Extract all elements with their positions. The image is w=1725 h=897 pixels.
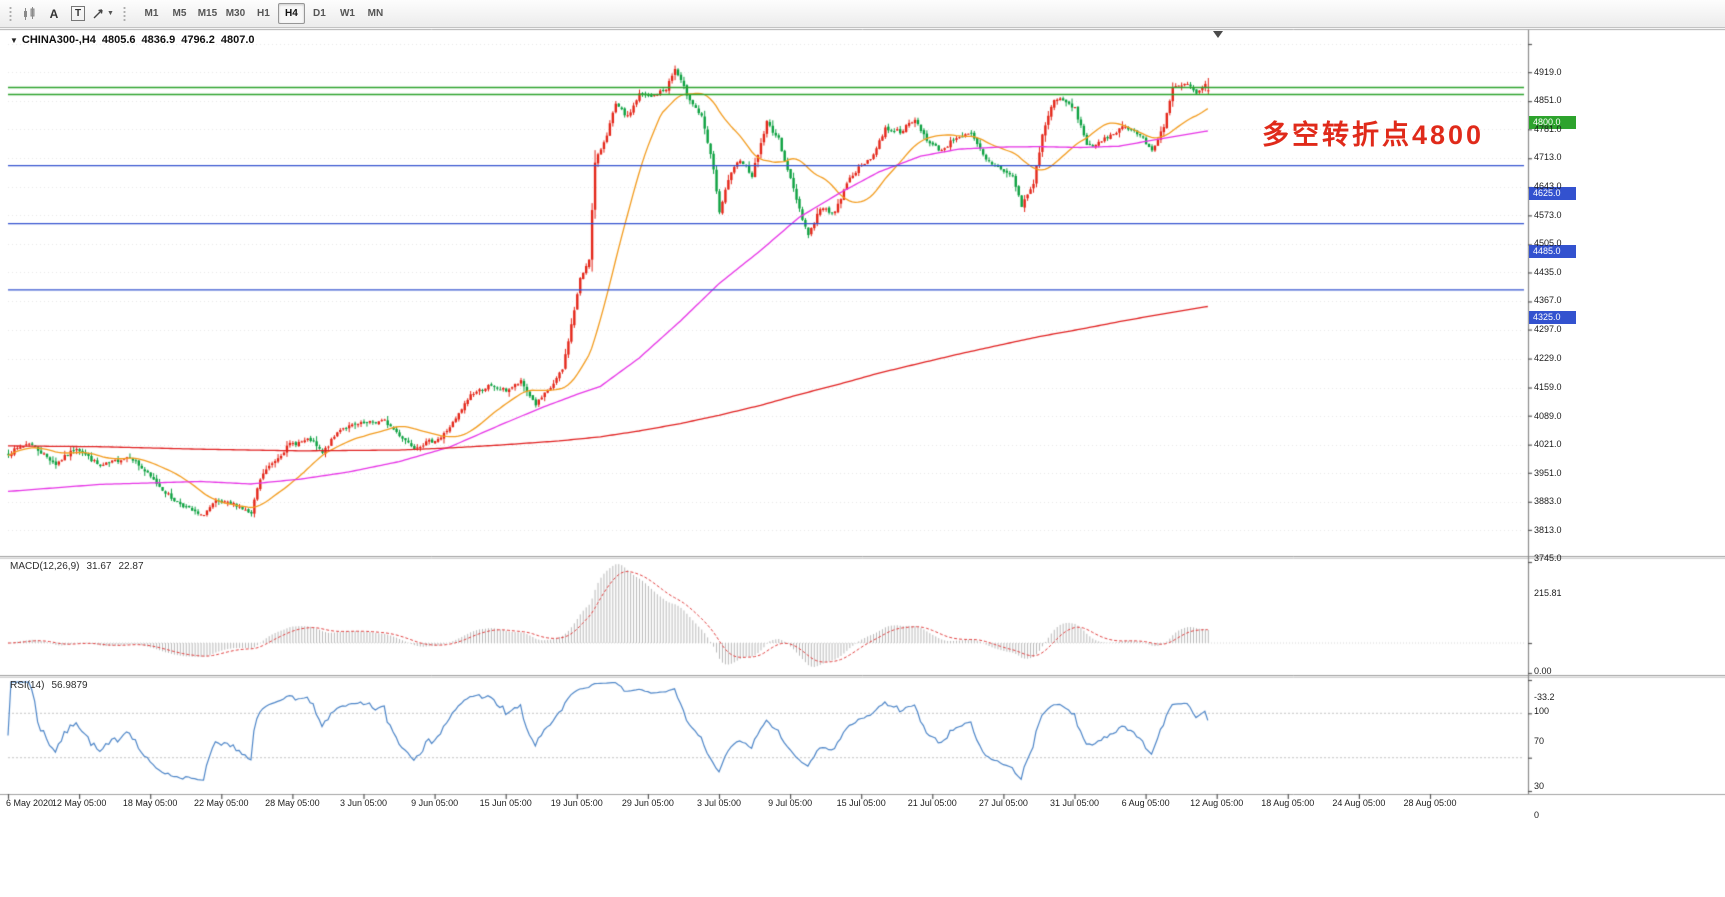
close-value: 4807.0 (220, 34, 255, 46)
timeframe-button-h1[interactable]: H1 (257, 8, 270, 19)
chart-icon[interactable] (19, 3, 41, 25)
high-value: 4836.9 (141, 34, 176, 46)
macd-signal-value: 22.87 (118, 561, 144, 572)
quick-trade-caret-icon[interactable]: ▼ (10, 35, 18, 45)
timeframe-toolbar-grip[interactable] (120, 4, 127, 23)
timeframe-button-d1[interactable]: D1 (313, 8, 326, 19)
rsi-value: 56.9879 (51, 680, 88, 691)
timeframe-button-w1[interactable]: W1 (339, 8, 355, 19)
timeframe-button-mn[interactable]: MN (367, 8, 384, 19)
arrow-tool-icon (93, 9, 103, 19)
text-annotation-button[interactable]: A (49, 6, 59, 21)
timeframe-button-m30[interactable]: M30 (225, 8, 246, 19)
timeframe-button-m1[interactable]: M1 (144, 8, 159, 19)
rsi-label: RSI(14) 56.9879 (10, 680, 90, 691)
rsi-name: RSI(14) (10, 680, 45, 691)
candlestick-chart-icon (24, 6, 35, 20)
toolbar: A T ▼ M1 M5 M15 M30 H1 H4 D1 W1 MN (0, 0, 1725, 28)
macd-name: MACD(12,26,9) (10, 561, 80, 572)
symbol-period-label: CHINA300-,H4 (21, 34, 96, 46)
open-value: 4805.6 (101, 34, 136, 46)
timeframe-button-h4[interactable]: H4 (277, 3, 305, 24)
price-chart-canvas[interactable] (0, 28, 1725, 869)
timeframe-button-m5[interactable]: M5 (172, 8, 187, 19)
text-label-button[interactable]: T (67, 3, 89, 25)
chart-area: ▼ CHINA300-,H4 4805.6 4836.9 4796.2 4807… (0, 28, 1725, 897)
chart-shift-marker-icon[interactable] (1213, 31, 1223, 38)
low-value: 4796.2 (181, 34, 215, 46)
timeframe-buttons: M1 M5 M15 M30 H1 H4 D1 W1 MN (138, 3, 389, 24)
toolbar-grip[interactable] (7, 4, 13, 23)
chevron-down-icon: ▼ (107, 10, 114, 17)
draw-tools-dropdown-button[interactable]: ▼ (91, 3, 115, 25)
timeframe-button-m15[interactable]: M15 (197, 8, 218, 19)
chart-header: ▼ CHINA300-,H4 4805.6 4836.9 4796.2 4807… (10, 34, 255, 46)
macd-label: MACD(12,26,9) 31.67 22.87 (10, 561, 146, 572)
chart-annotation-text: 多空转折点4800 (1262, 120, 1485, 150)
macd-main-value: 31.67 (86, 561, 112, 572)
text-label-glyph: T (70, 6, 86, 21)
